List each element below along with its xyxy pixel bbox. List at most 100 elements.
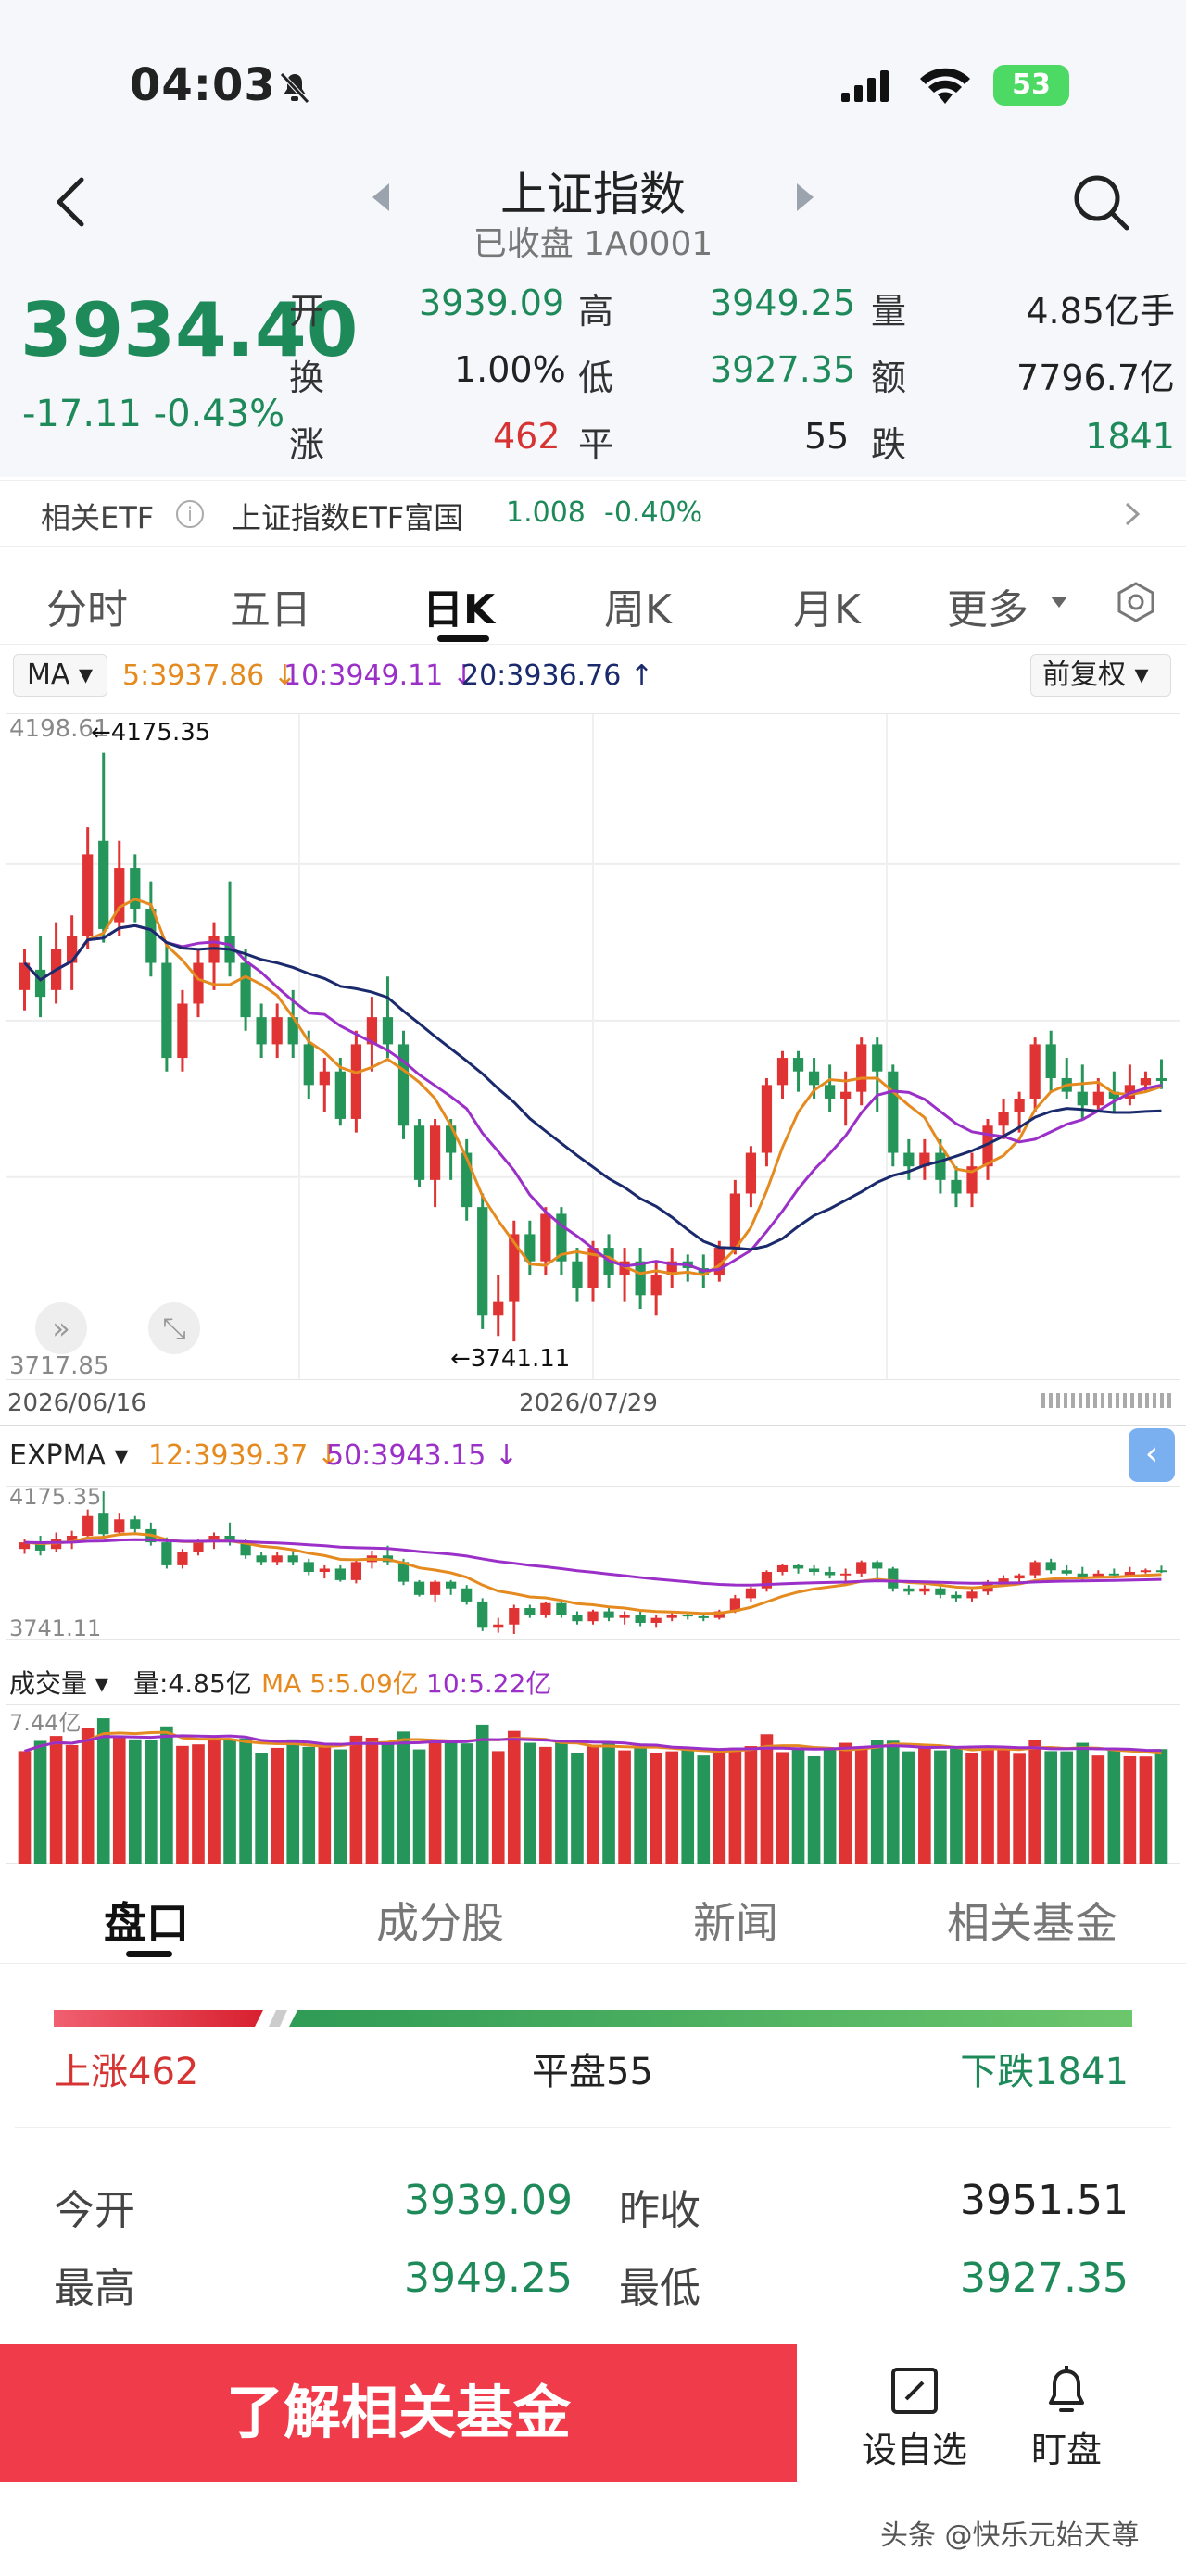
candle-body [34,969,46,998]
volume-bar [1060,1751,1074,1864]
next-index-icon[interactable] [793,182,817,213]
expma-candle-body [208,1536,220,1543]
date-start: 2026/06/16 [7,1389,146,1417]
expma-bottom-label: 3741.11 [9,1615,102,1641]
expma-candle-body [872,1562,883,1569]
ma5-line [23,898,1162,1276]
volume-bar [618,1750,631,1864]
search-icon[interactable] [1071,172,1132,233]
volume-bar [981,1746,994,1864]
candlestick-chart[interactable] [6,713,1180,1380]
expma12-value: 12:3939.37 ↓ [148,1439,341,1472]
expma-candle-body [319,1568,330,1573]
tab-news[interactable]: 新闻 [693,1898,778,1948]
tab-five-day[interactable]: 五日 [230,586,311,634]
volume-top-label: 7.44亿 [9,1710,82,1736]
wifi-icon [920,68,970,104]
divider [15,2127,1171,2128]
expma-candle-body [493,1624,504,1628]
volume-bar [491,1751,505,1864]
info-icon[interactable]: i [174,498,206,530]
add-watchlist-button[interactable]: 设自选 [861,2430,967,2470]
expma-candle-body [776,1564,789,1573]
expma-candle-body [619,1615,630,1618]
volume-bar [744,1746,758,1864]
expma-candle-body [19,1542,31,1550]
etf-price: 1.008 [506,496,586,529]
candle-body [429,1125,441,1180]
bell-icon[interactable] [1041,2364,1091,2418]
candle-body [287,1017,298,1045]
volume-bar [776,1752,789,1864]
volume-bar [555,1741,568,1864]
candle-body [666,1261,677,1275]
fullscreen-icon[interactable]: ⤡ [148,1302,200,1354]
date-mid: 2026/07/29 [519,1389,658,1417]
volume-bar [602,1742,615,1864]
expma-candle-body [477,1601,488,1628]
expma-candle-body [114,1519,125,1533]
chevron-right-icon[interactable] [1123,500,1142,528]
volume-bar [475,1724,489,1864]
expma-candle-body [713,1611,725,1618]
high-annotation: ←4175.35 [91,719,211,747]
volume-bar [1028,1740,1041,1864]
open-value: 3939.09 [419,283,565,323]
scroll-indicator[interactable] [1041,1393,1171,1408]
status-time: 04:03 [130,59,276,111]
expma-candle-body [840,1573,852,1576]
related-etf-bar[interactable] [0,480,1186,547]
breadth-up-bar [54,2010,263,2027]
tab-related-funds[interactable]: 相关基金 [947,1898,1117,1948]
settings-hex-icon[interactable] [1114,580,1158,624]
tab-constituents[interactable]: 成分股 [376,1898,504,1948]
volume-bar [460,1743,473,1864]
candle-body [67,936,78,963]
prev-index-icon[interactable] [369,182,393,213]
expand-icon[interactable]: » [35,1302,87,1354]
tab-monthly-k[interactable]: 月K [793,586,861,634]
edit-icon[interactable] [890,2366,940,2416]
volume-bar [176,1745,189,1864]
candle-body [935,1152,946,1180]
period-tabs [0,556,1186,645]
watermark: 头条 @快乐元始天尊 [880,2519,1140,2552]
signal-icon [841,70,889,102]
expma50-value: 50:3943.15 ↓ [326,1439,519,1472]
stat-label: 最低 [619,2265,700,2312]
adjust-selector[interactable]: 前复权 ▾ [1030,654,1171,697]
etf-name: 上证指数ETF富国 [232,500,464,535]
quote-panel [0,259,1186,477]
indicator-selector-volume[interactable]: 成交量 ▾ [9,1668,108,1699]
expma-candle-body [792,1564,804,1569]
volume-bar [681,1749,695,1864]
expma-candle-body [540,1602,551,1615]
tab-order-book[interactable]: 盘口 [104,1898,189,1948]
volume-bar [239,1738,252,1864]
status-bar [0,0,1186,157]
candle-body [856,1044,867,1092]
collapse-panel-button[interactable]: ‹ [1129,1428,1175,1482]
volume-bar [145,1740,158,1864]
volume-bar [349,1735,363,1864]
battery-icon: 53 [993,65,1069,106]
volume-ma10-line [24,1734,1162,1753]
expma-candle-body [193,1542,204,1552]
amount-value: 7796.7亿 [1016,358,1175,398]
indicator-selector-ma[interactable]: MA ▾ [13,654,107,697]
learn-funds-button[interactable]: 了解相关基金 [0,2344,797,2482]
volume-bar [950,1748,963,1864]
up-label: 涨 [289,424,325,465]
tab-intraday[interactable]: 分时 [46,586,128,634]
candle-body [397,1044,410,1126]
tab-weekly-k[interactable]: 周K [604,586,672,634]
tab-daily-k[interactable]: 日K [423,586,496,634]
expma-candle-body [650,1617,662,1623]
stat-label: 最高 [54,2265,135,2312]
back-arrow-icon[interactable] [52,174,89,230]
candle-body [1045,1044,1056,1079]
tab-more[interactable]: 更多 [947,586,1028,634]
volume-bar [918,1746,931,1864]
monitor-button[interactable]: 盯盘 [1030,2430,1102,2470]
indicator-selector-expma[interactable]: EXPMA ▾ [9,1439,129,1472]
